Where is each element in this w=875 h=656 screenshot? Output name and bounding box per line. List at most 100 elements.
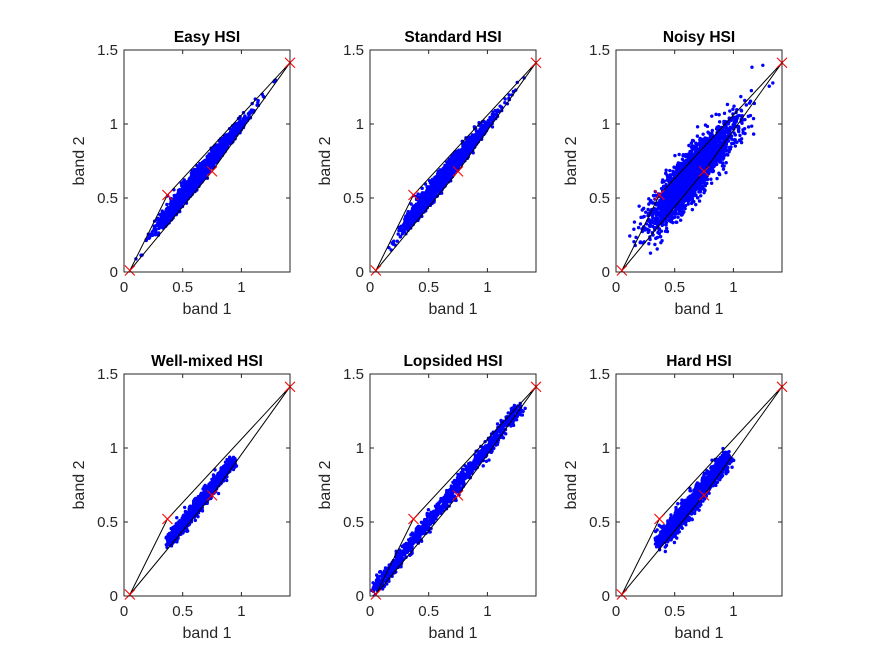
chart-0-point [211,146,216,151]
chart-0-point [197,170,201,174]
chart-0-point [227,139,231,143]
chart-0-point [147,235,152,239]
chart-0-point [190,188,194,193]
chart-0-point [209,165,213,169]
chart-0-point [192,177,196,181]
chart-0-point [235,129,240,133]
chart-0-point [207,161,211,165]
chart-0-point [180,200,184,204]
chart-0-point [230,131,235,136]
chart-0-axes-frame [123,49,291,273]
chart-0-point [190,182,194,187]
chart-0-point [184,185,189,189]
chart-0-point [153,233,158,237]
chart-0-point [227,136,231,140]
chart-0-xtick-label: 0.5 [172,279,193,296]
chart-0-point [166,205,171,210]
chart-0-point [168,208,172,212]
chart-0-ytick-label: 1.5 [97,42,118,59]
chart-0-point [197,176,201,180]
chart-0-scatter-points [134,78,278,261]
chart-1-point [396,232,400,236]
chart-0-point [230,138,234,142]
chart-0-point [170,200,174,204]
chart-0-ytick-label: 0 [110,264,118,281]
chart-0-point [213,160,217,164]
chart-0-point [233,125,238,129]
chart-0-point [191,186,195,190]
chart-0-point [178,202,183,207]
chart-1-point [391,242,395,246]
chart-0-point [223,137,227,141]
chart-0-point [221,149,225,154]
chart-0-point [152,226,157,230]
chart-0-point [200,169,204,174]
chart-0-point [182,190,186,195]
chart-0-point [186,180,190,184]
chart-0-point [249,108,254,112]
chart-0-point [165,218,170,223]
chart-1-point [490,125,495,129]
chart-0-point [168,213,172,218]
chart-0-point [187,190,192,195]
chart-0-point [175,197,179,202]
chart-1-point [409,202,413,206]
chart-0-point [202,167,206,171]
chart-0-point [214,155,218,159]
chart-0-point [236,121,241,125]
chart-0-point [173,195,177,200]
chart-0-point [198,179,203,183]
chart-1-point [419,194,423,198]
chart-0-point [183,181,188,186]
chart-1-point [395,239,399,243]
chart-0-point [234,132,238,137]
chart-0-point [169,205,174,209]
chart-0-point [212,157,216,161]
chart-0-point [230,135,234,139]
chart-0-point [156,221,160,225]
chart-0-xtick-label: 1 [237,279,245,296]
chart-0-point [178,190,182,194]
chart-1-point [420,191,425,195]
chart-0-point [192,167,197,172]
chart-0-ytick-label: 0.5 [97,190,118,207]
chart-0-point [157,226,161,231]
chart-0-point [187,184,191,189]
chart-0-point [193,181,197,186]
chart-1-point [447,160,451,165]
chart-0-endmember-marker [206,165,218,177]
chart-0-point [161,216,165,220]
chart-0-point [187,187,191,192]
chart-0-point [165,202,169,207]
chart-0-point [249,111,253,115]
chart-0-point [218,151,223,156]
chart-0-ylabel: band 2 [71,136,88,185]
chart-0-point [176,205,180,209]
chart-0-point [218,142,223,146]
chart-0-point [256,98,260,103]
chart-0-point [179,193,183,198]
chart-0-point [170,210,174,215]
chart-0-point [196,165,200,169]
chart-0-point [224,141,228,145]
chart-0-ytick-label: 1 [110,116,118,133]
chart-1-point [401,223,406,227]
chart-1-point [478,126,483,131]
chart-1-point [439,170,444,174]
chart-1-point [416,192,420,196]
chart-1-point [420,186,424,191]
chart-0-point [209,159,213,163]
chart-0-xtick-label: 0 [120,279,128,296]
chart-0-point [200,164,205,168]
chart-1-scatter-points [387,76,526,252]
chart-0-point [160,211,164,216]
chart-1-point [398,235,403,239]
chart-0-point [242,121,246,125]
chart-0-point [243,114,247,118]
chart-0-xlabel: band 1 [183,301,232,318]
chart-1-point [507,93,511,97]
chart-1-point [486,120,490,125]
